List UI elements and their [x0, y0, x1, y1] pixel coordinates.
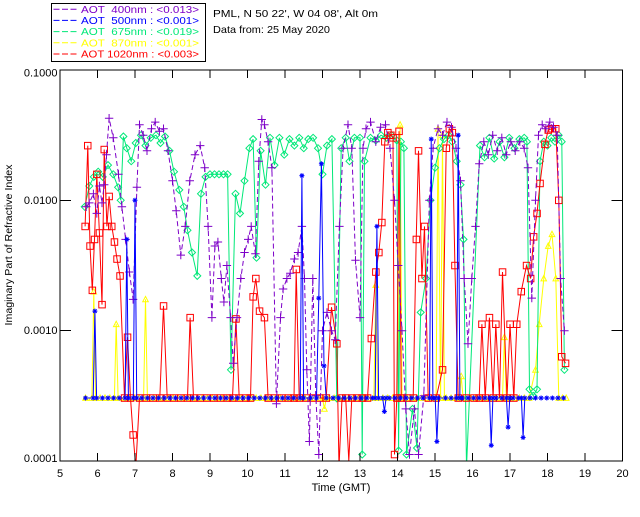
svg-text:0.0010: 0.0010 [24, 325, 58, 337]
svg-text:AOT 870nm : <0.001>: AOT 870nm : <0.001> [81, 38, 199, 49]
svg-text:11: 11 [279, 468, 290, 480]
svg-text:0.0100: 0.0100 [24, 195, 58, 207]
svg-text:AOT 400nm : <0.013>: AOT 400nm : <0.013> [81, 5, 199, 16]
svg-text:9: 9 [207, 468, 213, 480]
svg-text:5: 5 [57, 468, 63, 480]
svg-text:12: 12 [316, 468, 328, 480]
svg-text:17: 17 [504, 468, 516, 480]
svg-text:AOT 1020nm : <0.003>: AOT 1020nm : <0.003> [81, 50, 199, 61]
svg-text:15: 15 [429, 468, 441, 480]
svg-text:16: 16 [466, 468, 478, 480]
svg-text:0.0001: 0.0001 [24, 453, 58, 465]
svg-text:13: 13 [354, 468, 366, 480]
svg-text:Time (GMT): Time (GMT) [312, 482, 371, 494]
svg-text:PML, N 50 22', W 04 08', Alt 0: PML, N 50 22', W 04 08', Alt 0m [213, 8, 378, 20]
svg-text:7: 7 [132, 468, 138, 480]
svg-text:6: 6 [94, 468, 100, 480]
svg-text:18: 18 [541, 468, 553, 480]
svg-text:AOT 675nm : <0.019>: AOT 675nm : <0.019> [81, 27, 199, 38]
svg-text:Imaginary Part of Refractive I: Imaginary Part of Refractive Index [4, 165, 15, 326]
svg-text:8: 8 [169, 468, 175, 480]
svg-text:0.1000: 0.1000 [24, 68, 58, 80]
svg-text:AOT 500nm : <0.001>: AOT 500nm : <0.001> [81, 16, 199, 27]
svg-text:19: 19 [579, 468, 591, 480]
svg-text:10: 10 [241, 468, 253, 480]
svg-text:14: 14 [391, 468, 403, 480]
svg-text:Data from: 25 May 2020: Data from: 25 May 2020 [213, 24, 330, 36]
svg-text:20: 20 [616, 468, 628, 480]
